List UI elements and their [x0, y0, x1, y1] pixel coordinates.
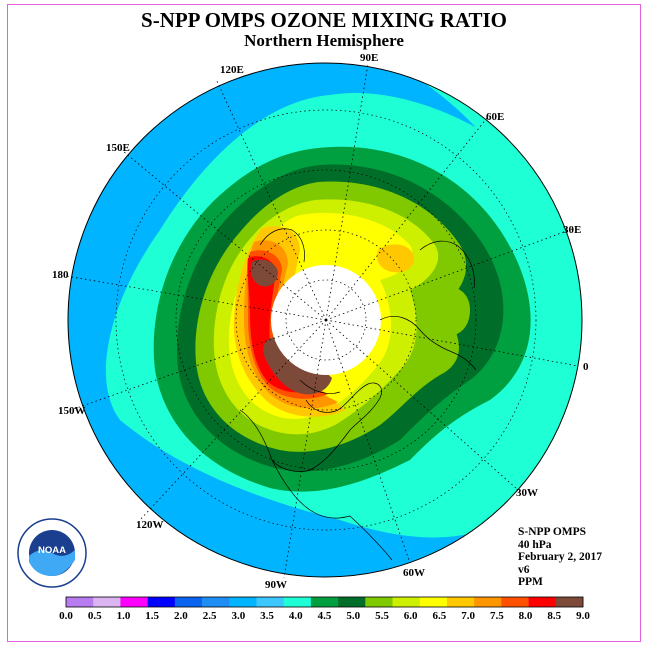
info-block: S-NPP OMPS 40 hPa February 2, 2017 v6 PP… [518, 526, 602, 589]
lon-label-150e: 150E [106, 142, 130, 154]
coast-asia [419, 240, 475, 289]
lon-label-60e: 60E [486, 111, 504, 123]
colorbar: 0.0 0.5 1.0 1.5 2.0 2.5 3.0 3.5 4.0 4.5 5.0 5.5 6.0 6… [59, 596, 590, 622]
colorbar-tick-label: 3.0 [231, 610, 245, 622]
colorbar-swatch [310, 597, 339, 607]
colorbar-swatch [283, 597, 312, 607]
colorbar-tick-label: 7.5 [490, 610, 504, 622]
lon-label-120e: 120E [220, 64, 244, 76]
coastlines [239, 228, 477, 561]
colorbar-swatch [93, 597, 121, 607]
colorbar-swatch [555, 597, 584, 607]
colorbar-tick-label: 4.5 [318, 610, 332, 622]
lon-label-30w: 30W [516, 487, 538, 499]
colorbar-tick-label: 0.0 [59, 610, 73, 622]
page-title: S-NPP OMPS OZONE MIXING RATIO [141, 8, 507, 32]
colorbar-tick-label: 6.0 [404, 610, 418, 622]
colorbar-swatch [419, 597, 448, 607]
noaa-logo-text: NOAA [38, 545, 66, 556]
coast-central-america [271, 459, 351, 519]
colorbar-swatch [256, 597, 284, 607]
colorbar-swatch [174, 597, 203, 607]
info-units: PPM [518, 576, 543, 588]
page-subtitle: Northern Hemisphere [244, 31, 404, 50]
lon-label-60w: 60W [403, 567, 425, 579]
colorbar-swatch [365, 597, 393, 607]
info-instrument: S-NPP OMPS [518, 526, 587, 538]
coast-greenland [299, 379, 341, 394]
colorbar-tick-label: 2.5 [203, 610, 217, 622]
lon-label-180: 180 [52, 269, 69, 281]
longitude-labels: 90E 60E 30E 0 30W 60W 90W 120W 150W 180 … [52, 52, 589, 591]
colorbar-swatch [474, 597, 502, 607]
info-level: 40 hPa [518, 538, 552, 551]
colorbar-tick-label: 2.0 [174, 610, 188, 622]
contour-6-5-ne [376, 244, 415, 273]
contour-8-5-north [250, 259, 278, 287]
colorbar-swatch [147, 597, 176, 607]
colorbar-tick-label: 0.5 [88, 610, 102, 622]
coast-north-america [239, 382, 382, 472]
lon-label-90w: 90W [265, 579, 287, 591]
coast-siberia [259, 228, 305, 263]
info-version: v6 [518, 563, 530, 576]
contour-5-0-east [433, 287, 470, 336]
coast-south-america [349, 515, 393, 561]
colorbar-swatch [392, 597, 421, 607]
colorbar-tick-label: 1.5 [145, 610, 159, 622]
lon-label-90e: 90E [360, 52, 378, 64]
noaa-logo: NOAA [17, 518, 87, 588]
colorbar-tick-label: 5.0 [346, 610, 360, 622]
map-boundary [67, 62, 583, 578]
colorbar-swatch [120, 597, 148, 607]
graticule-meridians [65, 63, 579, 579]
colorbar-swatch [446, 597, 475, 607]
lon-label-120w: 120W [136, 519, 164, 531]
ozone-field [68, 63, 582, 577]
colorbar-tick-label: 1.0 [117, 610, 131, 622]
colorbar-tick-label: 4.0 [289, 610, 303, 622]
lon-label-0: 0 [583, 361, 589, 373]
colorbar-tick-label: 5.5 [375, 610, 389, 622]
colorbar-swatch [202, 597, 230, 607]
colorbar-tick-label: 3.5 [260, 610, 274, 622]
lon-label-30e: 30E [563, 224, 581, 236]
graticule-parallels [115, 109, 537, 531]
colorbar-swatch [229, 597, 257, 607]
colorbar-swatch [338, 597, 366, 607]
colorbar-tick-label: 8.0 [519, 610, 533, 622]
lon-label-150w: 150W [58, 405, 86, 417]
colorbar-swatch [528, 597, 557, 607]
colorbar-tick-label: 9.0 [576, 610, 590, 622]
colorbar-tick-label: 6.5 [433, 610, 447, 622]
info-date: February 2, 2017 [518, 551, 603, 563]
colorbar-tick-label: 8.5 [547, 610, 561, 622]
colorbar-border [65, 596, 584, 608]
colorbar-tick-label: 7.0 [461, 610, 475, 622]
colorbar-swatch [501, 597, 529, 607]
coast-europe [379, 316, 477, 371]
figure-frame [7, 4, 641, 642]
colorbar-swatch [66, 597, 94, 607]
